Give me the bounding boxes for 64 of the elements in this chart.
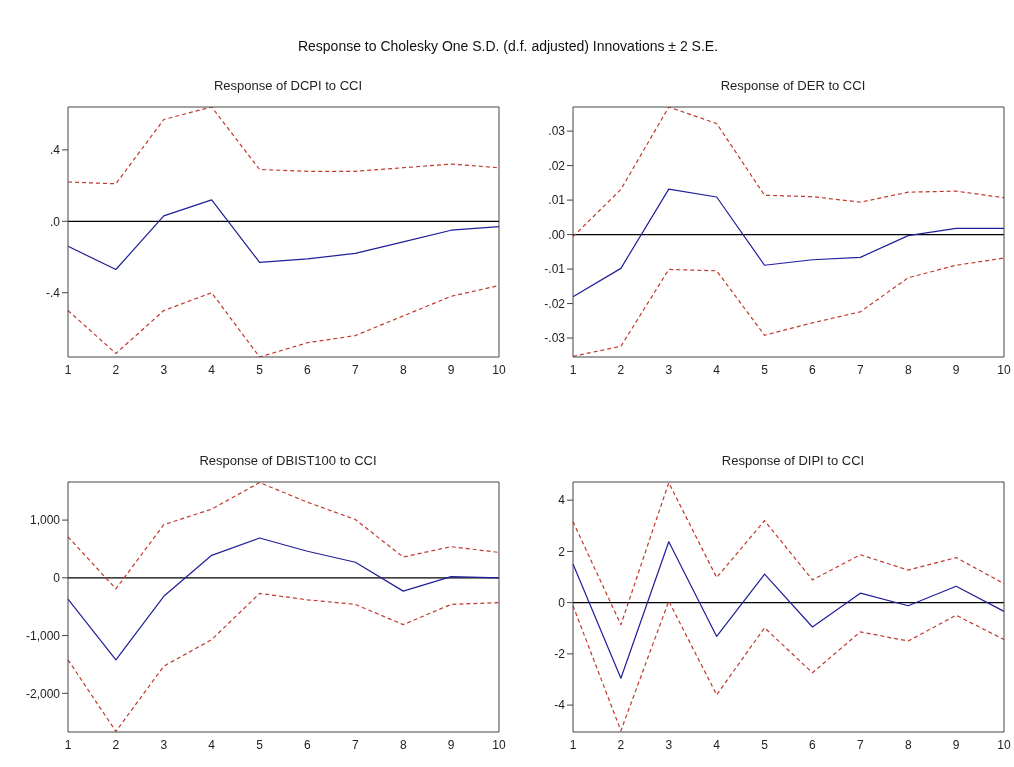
y-tick-label: .00	[548, 227, 566, 242]
x-tick-label: 10	[997, 737, 1011, 752]
x-tick-label: 3	[160, 737, 168, 752]
x-tick-label: 7	[856, 362, 864, 377]
x-tick-label: 7	[856, 737, 864, 752]
x-tick-label: 2	[617, 362, 625, 377]
y-tick-label: -.02	[544, 296, 566, 311]
x-tick-label: 10	[492, 362, 506, 377]
x-tick-label: 9	[952, 737, 960, 752]
x-tick-label: 2	[112, 362, 120, 377]
chart-title: Response of DCPI to CCI	[212, 78, 364, 95]
y-tick-label: -4	[554, 698, 566, 713]
x-tick-label: 9	[952, 362, 960, 377]
y-tick-label: .02	[548, 158, 566, 173]
y-tick-label: 2	[558, 544, 566, 559]
chart-title: Response of DBIST100 to CCI	[198, 453, 378, 470]
x-tick-label: 8	[399, 737, 407, 752]
x-tick-label: 4	[208, 737, 216, 752]
y-tick-label: .4	[49, 143, 61, 158]
x-tick-label: 5	[761, 737, 769, 752]
x-tick-label: 2	[617, 737, 625, 752]
y-tick-label: -2	[554, 647, 566, 662]
chart-title: Response of DIPI to CCI	[720, 453, 866, 470]
x-tick-label: 3	[160, 362, 168, 377]
x-tick-label: 6	[809, 362, 817, 377]
y-tick-label: .01	[548, 193, 566, 208]
x-tick-label: 6	[304, 362, 312, 377]
x-tick-label: 8	[904, 362, 912, 377]
x-tick-label: 4	[713, 362, 721, 377]
x-tick-label: 1	[64, 737, 72, 752]
x-tick-label: 4	[208, 362, 216, 377]
y-tick-label: 0	[53, 571, 61, 586]
x-tick-label: 7	[351, 737, 359, 752]
x-tick-label: 3	[665, 362, 673, 377]
y-tick-label: .0	[49, 214, 61, 229]
y-tick-label: -.4	[45, 285, 61, 300]
x-tick-label: 4	[713, 737, 721, 752]
x-tick-label: 5	[256, 737, 264, 752]
x-tick-label: 8	[904, 737, 912, 752]
y-tick-label: 1,000	[29, 513, 61, 528]
x-tick-label: 10	[492, 737, 506, 752]
x-tick-label: 9	[447, 737, 455, 752]
y-tick-label: -.01	[544, 262, 566, 277]
x-tick-label: 1	[569, 362, 577, 377]
y-tick-label: .03	[548, 124, 566, 139]
y-tick-label: -2,000	[25, 686, 61, 701]
y-tick-label: -.03	[544, 331, 566, 346]
x-tick-label: 1	[64, 362, 72, 377]
x-tick-label: 6	[809, 737, 817, 752]
x-tick-label: 5	[256, 362, 264, 377]
x-tick-label: 2	[112, 737, 120, 752]
text: Response to Cholesky One S.D. (d.f. adjusted) Innovations ± 2 S.E.	[296, 38, 720, 54]
y-tick-label: 4	[558, 493, 566, 508]
x-tick-label: 6	[304, 737, 312, 752]
x-tick-label: 3	[665, 737, 673, 752]
y-tick-label: 0	[558, 595, 566, 610]
x-tick-label: 10	[997, 362, 1011, 377]
chart-title: Response of DER to CCI	[719, 78, 867, 95]
x-tick-label: 5	[761, 362, 769, 377]
x-tick-label: 8	[399, 362, 407, 377]
y-tick-label: -1,000	[25, 628, 61, 643]
x-tick-label: 1	[569, 737, 577, 752]
x-tick-label: 9	[447, 362, 455, 377]
x-tick-label: 7	[351, 362, 359, 377]
